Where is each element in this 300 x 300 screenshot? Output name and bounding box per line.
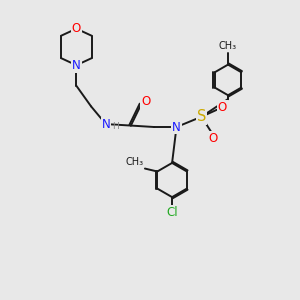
Text: O: O [218, 101, 227, 114]
Text: O: O [72, 22, 81, 35]
Text: N: N [72, 59, 81, 72]
Text: N: N [101, 118, 110, 130]
Text: N: N [172, 121, 181, 134]
Text: H: H [112, 122, 119, 131]
Text: O: O [141, 95, 150, 108]
Text: CH₃: CH₃ [219, 41, 237, 51]
Text: CH₃: CH₃ [125, 157, 143, 167]
Text: O: O [209, 132, 218, 145]
Text: S: S [197, 109, 206, 124]
Text: Cl: Cl [166, 206, 178, 219]
